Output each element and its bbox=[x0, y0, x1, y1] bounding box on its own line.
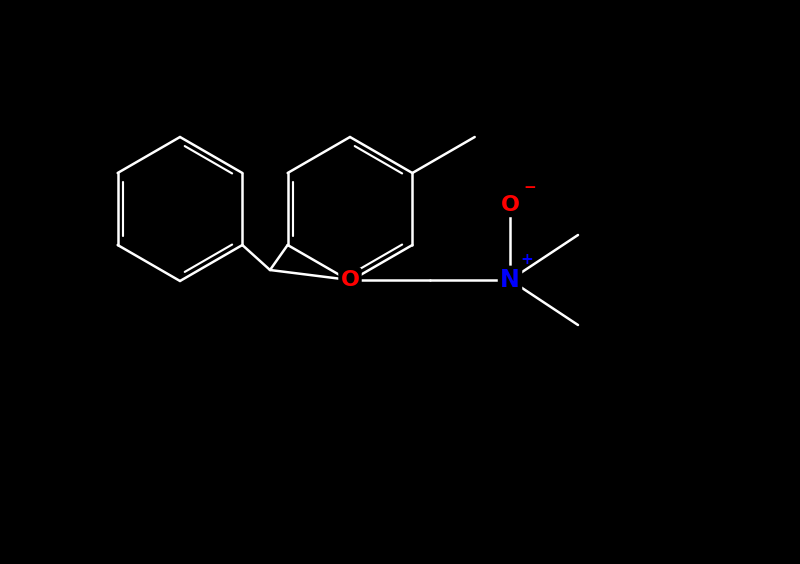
Text: O: O bbox=[501, 195, 519, 215]
Text: −: − bbox=[524, 180, 536, 196]
Text: N: N bbox=[500, 268, 520, 292]
Text: O: O bbox=[341, 270, 359, 290]
Text: +: + bbox=[521, 253, 534, 267]
